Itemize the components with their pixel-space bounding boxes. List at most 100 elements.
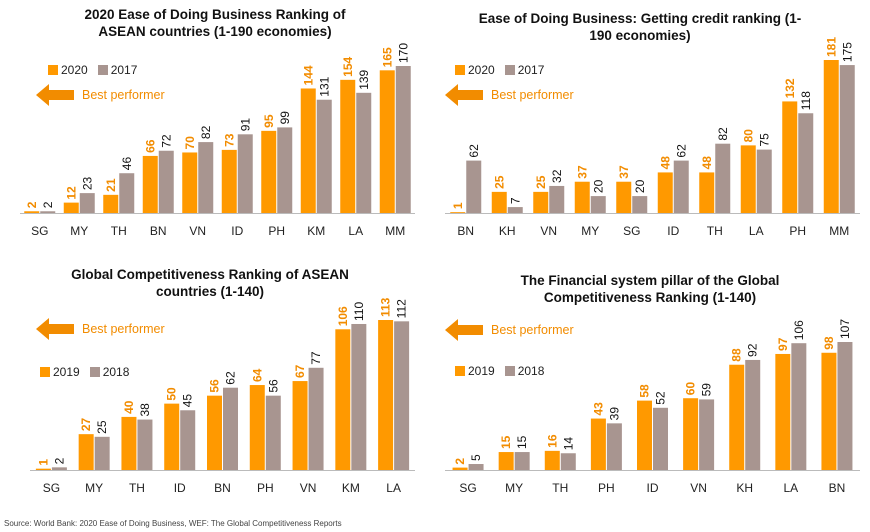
data-label: 99 [278,111,292,125]
data-label: 60 [684,382,698,396]
data-label: 144 [301,65,315,85]
bar-2017-LA [756,149,772,213]
x-tick-label: LA [783,481,798,495]
data-label: 12 [64,186,78,200]
data-label: 181 [824,37,838,57]
legend: 2019 2018 [40,365,129,379]
chart-getting-credit: Ease of Doing Business: Getting credit r… [435,0,870,250]
x-tick-label: ID [647,481,659,495]
bar-2020-SG [616,181,632,213]
x-tick-label: VN [540,224,557,238]
bar-2020-KM [300,88,316,213]
bar-2017-PH [798,113,814,213]
data-label: 62 [467,144,481,158]
legend-label: 2017 [517,63,545,77]
left-arrow-icon [445,84,483,106]
data-label: 45 [181,394,195,408]
legend-label: 2017 [110,63,138,77]
x-tick-label: BN [829,481,846,495]
left-arrow-icon [36,84,74,106]
bar-2020-TH [699,172,715,213]
chart-title: The Financial system pillar of the Globa… [520,273,780,305]
data-label: 132 [783,78,797,98]
bar-2019-LA [378,320,394,470]
data-label: 175 [840,42,854,62]
data-label: 91 [238,118,252,132]
x-tick-label: LA [386,481,401,495]
bar-2017-VN [198,142,214,213]
x-tick-label: SG [459,481,476,495]
data-label: 131 [317,76,331,96]
legend-label: 2020 [61,63,88,77]
bar-2019-TH [544,450,560,470]
data-label: 66 [143,139,157,153]
source-note: Source: World Bank: 2020 Ease of Doing B… [4,519,342,528]
data-label: 72 [159,134,173,148]
bar-2017-TH [715,143,731,213]
data-label: 67 [293,364,307,378]
x-tick-label: BN [457,224,474,238]
bar-2020-TH [103,194,119,213]
x-tick-label: MY [581,224,599,238]
x-tick-label: ID [667,224,679,238]
x-tick-label: ID [231,224,243,238]
data-label: 50 [165,387,179,401]
x-tick-label: BN [150,224,167,238]
bar-2018-ID [653,407,668,470]
legend-item-primary: 2020 [455,63,495,77]
data-label: 118 [799,91,813,110]
bar-2020-SG [24,211,40,213]
bar-2020-PH [782,101,798,213]
bar-2017-PH [277,127,293,213]
chart-financial-system-pillar: The Financial system pillar of the Globa… [435,258,870,508]
data-label: 92 [746,343,760,357]
chart-title: 2020 Ease of Doing Business Ranking of A… [84,7,346,39]
x-tick-label: SG [31,224,48,238]
bar-2017-KH [507,207,523,213]
x-tick-label: BN [214,481,231,495]
bar-2017-KM [316,99,332,213]
legend-item-secondary: 2017 [504,63,545,77]
data-label: 25 [534,175,548,189]
x-tick-label: MM [385,224,405,238]
legend-item-primary: 2019 [455,364,495,378]
bar-2018-PH [265,395,281,470]
chart-ease-of-doing-business: 2020 Ease of Doing Business Ranking of A… [0,0,435,250]
x-tick-label: ID [174,481,186,495]
bar-2017-MM [839,65,855,213]
data-label: 110 [352,302,366,321]
data-label: 52 [654,391,668,405]
data-label: 15 [515,435,529,449]
bar-2017-BN [158,150,174,213]
x-tick-label: TH [129,481,145,495]
x-tick-label: KM [342,481,360,495]
x-tick-label: PH [268,224,285,238]
bar-2019-KM [335,329,351,470]
bar-2018-MY [514,452,530,470]
x-tick-label: TH [707,224,723,238]
data-label: 82 [199,125,213,139]
data-label: 16 [545,434,559,448]
bar-2019-MY [78,434,94,470]
x-tick-label: KH [499,224,516,238]
bar-2017-TH [119,173,135,213]
bar-2018-LA [394,321,410,470]
legend-item-primary: 2020 [48,63,88,77]
bar-2020-VN [533,191,549,213]
bar-2020-ID [657,172,673,213]
data-label: 82 [716,127,730,141]
data-label: 88 [730,348,744,362]
bar-2020-ID [221,149,237,213]
best-performer-label: Best performer [82,322,165,336]
x-tick-label: VN [300,481,317,495]
data-label: 48 [700,156,714,170]
data-label: 95 [262,114,276,128]
x-tick-label: TH [552,481,568,495]
bar-2020-VN [182,152,198,213]
data-label: 25 [95,420,109,434]
legend-label: 2019 [53,365,80,379]
x-tick-label: KH [736,481,753,495]
best-performer-indicator: Best performer [445,84,574,106]
